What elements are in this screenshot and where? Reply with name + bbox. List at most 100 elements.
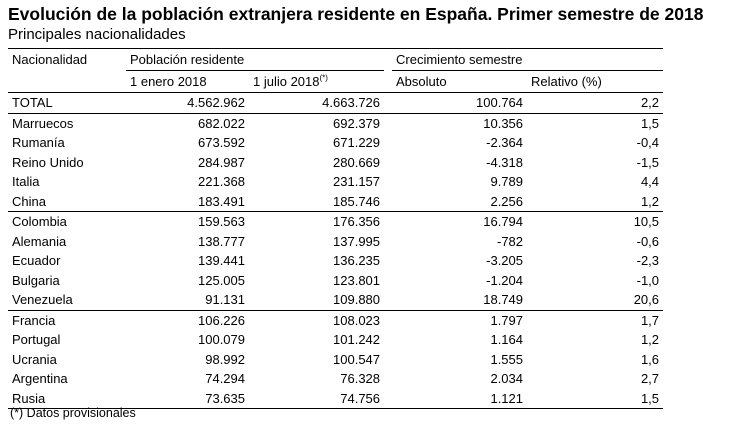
cell-absoluto: -2.364: [486, 135, 524, 151]
cell-relativo: 4,4: [640, 174, 660, 190]
cell-enero: 138.777: [198, 233, 245, 249]
cell-enero: 284.987: [198, 154, 245, 170]
cell-absoluto: 1.797: [392, 309, 528, 330]
cell-label: Ecuador: [12, 253, 61, 269]
cell-enero: 139.441: [198, 253, 245, 269]
cell-absoluto: 1.164: [490, 332, 524, 348]
cell-absoluto: -1.204: [486, 272, 524, 288]
cell-label: Italia: [12, 174, 40, 190]
cell-julio: 176.356: [249, 211, 385, 232]
cell-julio: 280.669: [333, 154, 381, 170]
table-row: Colombia 159.563 176.356 16.794 10,5: [8, 211, 664, 232]
provisional-mark: (*): [319, 73, 328, 83]
cell-relativo: 1,2: [640, 193, 660, 209]
table-row: Alemania 138.777 137.995 -782 -0,6: [8, 232, 663, 252]
cell-label: Venezuela: [12, 292, 73, 308]
footnote: (*) Datos provisionales: [10, 406, 136, 420]
cell-absoluto: 18.749: [483, 292, 524, 308]
cell-enero: 125.005: [198, 272, 245, 288]
cell-enero: 106.226: [126, 309, 249, 330]
cell-relativo: 1,2: [640, 332, 660, 348]
cell-julio: 101.242: [333, 332, 381, 348]
cell-absoluto: 2.256: [490, 193, 524, 209]
cell-enero: 91.131: [205, 292, 245, 308]
cell-enero: 682.022: [126, 112, 249, 133]
cell-relativo: -0,4: [636, 135, 660, 151]
cell-julio: 231.157: [333, 174, 381, 190]
header-relativo: Relativo (%): [531, 74, 602, 89]
cell-relativo: 10,5: [527, 211, 664, 232]
cell-enero: 183.491: [198, 193, 245, 209]
cell-enero: 74.294: [205, 371, 245, 387]
cell-relativo: 1,7: [527, 309, 664, 330]
header-row-1: Nacionalidad Población residente Crecimi…: [8, 48, 664, 71]
cell-julio: 137.995: [333, 233, 381, 249]
cell-label: Alemania: [12, 233, 67, 249]
header-absoluto: Absoluto: [396, 74, 447, 89]
cell-julio: 109.880: [333, 292, 381, 308]
cell-label: Reino Unido: [12, 154, 84, 170]
population-table: Nacionalidad Población residente Crecimi…: [8, 48, 664, 409]
cell-absoluto: 9.789: [490, 174, 524, 190]
cell-label: Portugal: [12, 332, 61, 348]
cell-julio: 76.328: [340, 371, 381, 387]
cell-label: Rumanía: [12, 135, 65, 151]
cell-relativo: -2,3: [636, 253, 660, 269]
table-row: Argentina 74.294 76.328 2.034 2,7: [8, 369, 663, 389]
cell-relativo: -0,6: [636, 233, 660, 249]
table-row: China 183.491 185.746 2.256 1,2: [8, 192, 663, 212]
table-row: Bulgaria 125.005 123.801 -1.204 -1,0: [8, 271, 663, 291]
table-row: Ecuador 139.441 136.235 -3.205 -2,3: [8, 251, 663, 271]
cell-enero: 98.992: [205, 351, 245, 367]
cell-relativo: 20,6: [633, 292, 660, 308]
cell-absoluto: 10.356: [392, 112, 528, 133]
table-row: Reino Unido 284.987 280.669 -4.318 -1,5: [8, 153, 663, 173]
cell-relativo: -1,5: [636, 154, 660, 170]
cell-julio: 74.756: [249, 388, 385, 409]
cell-enero: 159.563: [126, 211, 249, 232]
cell-enero: 100.079: [198, 332, 245, 348]
table-row: Francia 106.226 108.023 1.797 1,7: [8, 309, 664, 330]
table-row: Portugal 100.079 101.242 1.164 1,2: [8, 330, 663, 350]
table-row: Venezuela 91.131 109.880 18.749 20,6: [8, 290, 663, 310]
cell-label: Ucrania: [12, 351, 57, 367]
cell-relativo: 1,5: [527, 388, 664, 409]
total-relativo: 2,2: [527, 92, 664, 113]
table-row: Italia 221.368 231.157 9.789 4,4: [8, 172, 663, 192]
cell-absoluto: 1.121: [392, 388, 528, 409]
cell-relativo: 2,7: [640, 371, 660, 387]
cell-julio: 671.229: [333, 135, 381, 151]
table-row: Ucrania 98.992 100.547 1.555 1,6: [8, 350, 663, 370]
cell-relativo: -1,0: [636, 272, 660, 288]
table-title: Evolución de la población extranjera res…: [8, 4, 704, 24]
cell-label: Marruecos: [8, 112, 126, 133]
cell-julio: 123.801: [333, 272, 381, 288]
table-row: Rusia 73.635 74.756 1.121 1,5: [8, 388, 664, 409]
total-row: TOTAL 4.562.962 4.663.726 100.764 2,2: [8, 92, 664, 113]
cell-absoluto: 16.794: [392, 211, 528, 232]
cell-label: Bulgaria: [12, 272, 60, 288]
total-julio: 4.663.726: [249, 92, 385, 113]
cell-label: China: [12, 193, 46, 209]
header-poblacion: Población residente: [126, 48, 385, 71]
cell-julio: 108.023: [249, 309, 385, 330]
cell-absoluto: 2.034: [490, 371, 524, 387]
cell-label: Argentina: [12, 371, 68, 387]
table-row: Marruecos 682.022 692.379 10.356 1,5: [8, 112, 664, 133]
cell-label: Francia: [8, 309, 126, 330]
cell-label: Rusia: [8, 388, 126, 409]
cell-relativo: 1,6: [640, 351, 660, 367]
cell-enero: 673.592: [198, 135, 245, 151]
header-enero: 1 enero 2018: [130, 74, 207, 89]
cell-relativo: 1,5: [527, 112, 664, 133]
cell-absoluto: -782: [496, 233, 524, 249]
cell-absoluto: -3.205: [486, 253, 524, 269]
header-julio: 1 julio 2018(*): [253, 73, 328, 89]
cell-julio: 136.235: [333, 253, 381, 269]
cell-enero: 73.635: [126, 388, 249, 409]
table-subtitle: Principales nacionalidades: [8, 26, 186, 43]
header-crecimiento: Crecimiento semestre: [392, 48, 664, 71]
cell-enero: 221.368: [198, 174, 245, 190]
cell-label: Colombia: [8, 211, 126, 232]
cell-absoluto: 1.555: [490, 351, 524, 367]
